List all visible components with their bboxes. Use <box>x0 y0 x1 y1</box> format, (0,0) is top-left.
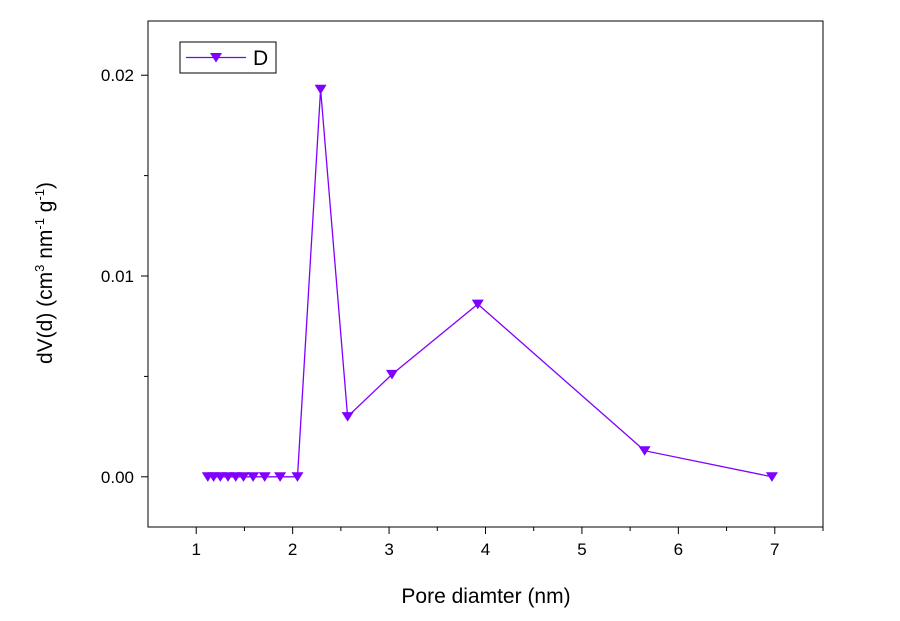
data-point <box>274 472 287 482</box>
data-point <box>471 299 484 310</box>
data-point <box>214 472 227 482</box>
y-tick-label: 0.02 <box>101 66 134 85</box>
data-point <box>237 472 250 482</box>
plot-frame <box>147 20 824 528</box>
data-point <box>385 369 398 380</box>
legend-marker <box>210 53 222 63</box>
y-axis-title-sup: -1 <box>32 218 47 230</box>
legend: D <box>179 41 277 74</box>
y-axis-title-sup: -1 <box>32 189 47 201</box>
x-tick-label: 4 <box>481 540 490 559</box>
y-axis-title-part: g <box>34 201 57 219</box>
y-axis-title: dV(d) (cm3 nm-1 g-1) <box>32 182 57 364</box>
y-tick-label: 0.01 <box>101 267 134 286</box>
data-point <box>341 412 354 422</box>
data-point <box>247 472 260 482</box>
x-tick-label: 1 <box>191 540 200 559</box>
y-axis-title-part: nm <box>34 230 57 265</box>
series-line <box>207 89 773 478</box>
x-tick-label: 3 <box>384 540 393 559</box>
legend-label: D <box>253 47 268 70</box>
y-tick-label: 0.00 <box>101 468 134 487</box>
x-tick-label: 6 <box>674 540 683 559</box>
y-axis: 0.00 0.01 0.02 <box>101 66 148 487</box>
series-layer <box>201 84 778 482</box>
x-axis-title: Pore diamter (nm) <box>401 585 570 608</box>
y-axis-title-part: dV(d) (cm <box>34 272 57 364</box>
data-point <box>291 472 304 482</box>
data-point <box>638 446 651 456</box>
data-point <box>314 84 327 95</box>
x-tick-label: 7 <box>770 540 779 559</box>
x-axis: 1 2 3 4 5 6 7 <box>191 527 824 559</box>
data-point <box>258 472 271 482</box>
x-tick-label: 5 <box>577 540 586 559</box>
x-tick-label: 2 <box>288 540 297 559</box>
data-point <box>765 472 778 482</box>
data-point <box>222 472 235 482</box>
y-axis-title-part: ) <box>34 182 57 189</box>
data-point <box>229 472 242 482</box>
y-axis-title-sup: 3 <box>32 265 47 272</box>
